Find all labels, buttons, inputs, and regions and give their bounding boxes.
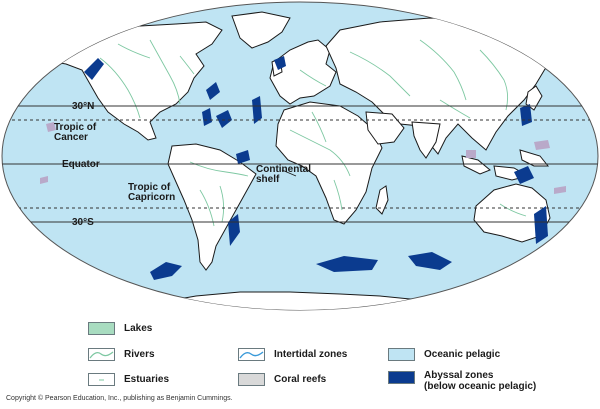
north-america-landmass [51, 21, 223, 141]
label-30n: 30°N [72, 101, 94, 112]
legend-label-oceanic-pelagic: Oceanic pelagic [424, 349, 501, 360]
south-america-landmass [167, 143, 257, 271]
legend-item-intertidal: Intertidal zones [238, 348, 347, 361]
legend-item-rivers: Rivers [88, 348, 155, 361]
lakes-swatch [88, 322, 115, 335]
copyright-notice: Copyright © Pearson Education, Inc., pub… [6, 395, 233, 402]
legend-label-rivers: Rivers [124, 349, 155, 360]
legend-item-lakes: Lakes [88, 322, 152, 335]
coral-reefs-swatch [238, 373, 265, 386]
label-continental-shelf: Continental shelf [256, 164, 311, 185]
madagascar-landmass [375, 185, 389, 215]
legend-label-estuaries: Estuaries [124, 374, 170, 385]
label-30s: 30°S [72, 217, 94, 228]
river-lines [99, 39, 527, 227]
arabia-landmass [365, 111, 405, 145]
legend-item-estuaries: Estuaries [88, 373, 169, 386]
label-tropic-of-capricorn: Tropic of Capricorn [128, 182, 175, 203]
world-biome-map: 30°N Tropic of Cancer Equator Tropic of Ca… [1, 1, 599, 311]
legend-label-abyssal: Abyssal zones (below oceanic pelagic) [424, 370, 537, 392]
rivers-swatch [88, 348, 115, 361]
label-equator: Equator [62, 159, 100, 170]
estuaries-swatch [88, 373, 115, 386]
legend-label-coral-reefs: Coral reefs [274, 374, 327, 385]
legend-item-abyssal: Abyssal zones (below oceanic pelagic) [388, 370, 536, 392]
abyssal-swatch [388, 371, 415, 384]
legend-label-lakes: Lakes [124, 323, 153, 334]
legend-item-coral-reefs: Coral reefs [238, 373, 326, 386]
coral-reef-areas [40, 122, 566, 194]
label-tropic-of-cancer: Tropic of Cancer [54, 122, 97, 143]
oceanic-pelagic-swatch [388, 348, 415, 361]
intertidal-swatch [238, 348, 265, 361]
india-landmass [411, 121, 441, 159]
legend-label-intertidal: Intertidal zones [274, 349, 348, 360]
africa-landmass [275, 101, 383, 225]
continental-shelf-pointer [281, 169, 297, 177]
legend-item-oceanic-pelagic: Oceanic pelagic [388, 348, 500, 361]
greenland-landmass [231, 11, 291, 49]
